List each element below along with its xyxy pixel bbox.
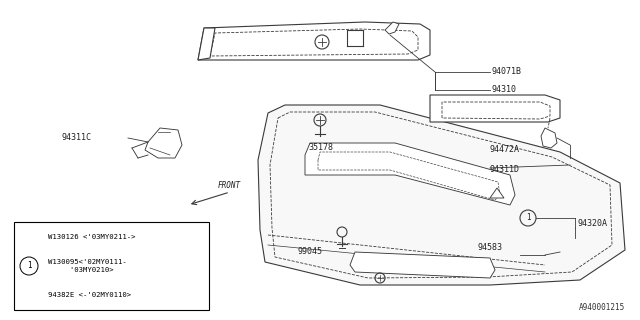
Polygon shape — [198, 28, 215, 60]
Text: W130095<'02MY0111-
     '03MY0210>: W130095<'02MY0111- '03MY0210> — [48, 260, 127, 273]
Polygon shape — [541, 128, 557, 148]
Text: 35178: 35178 — [308, 143, 333, 153]
Polygon shape — [430, 95, 560, 122]
Text: 94472A: 94472A — [490, 145, 520, 154]
Text: A940001215: A940001215 — [579, 303, 625, 312]
Text: 94311D: 94311D — [490, 165, 520, 174]
Polygon shape — [385, 22, 399, 34]
Polygon shape — [350, 252, 495, 278]
Text: 1: 1 — [525, 213, 531, 222]
Polygon shape — [490, 188, 504, 198]
Text: 94071B: 94071B — [492, 68, 522, 76]
Polygon shape — [198, 22, 430, 60]
Text: 94310: 94310 — [492, 85, 517, 94]
Polygon shape — [145, 128, 182, 158]
Text: W130126 <'03MY0211->: W130126 <'03MY0211-> — [48, 234, 136, 240]
Bar — [14, 222, 209, 310]
Text: 94320A: 94320A — [578, 220, 608, 228]
Text: 1: 1 — [27, 261, 31, 270]
Polygon shape — [305, 143, 515, 205]
Text: 94583: 94583 — [478, 244, 503, 252]
Polygon shape — [258, 105, 625, 285]
Text: FRONT: FRONT — [218, 180, 241, 189]
Text: 94382E <-'02MY0110>: 94382E <-'02MY0110> — [48, 292, 131, 298]
Text: 99045: 99045 — [298, 247, 323, 257]
Text: 94311C: 94311C — [62, 133, 92, 142]
